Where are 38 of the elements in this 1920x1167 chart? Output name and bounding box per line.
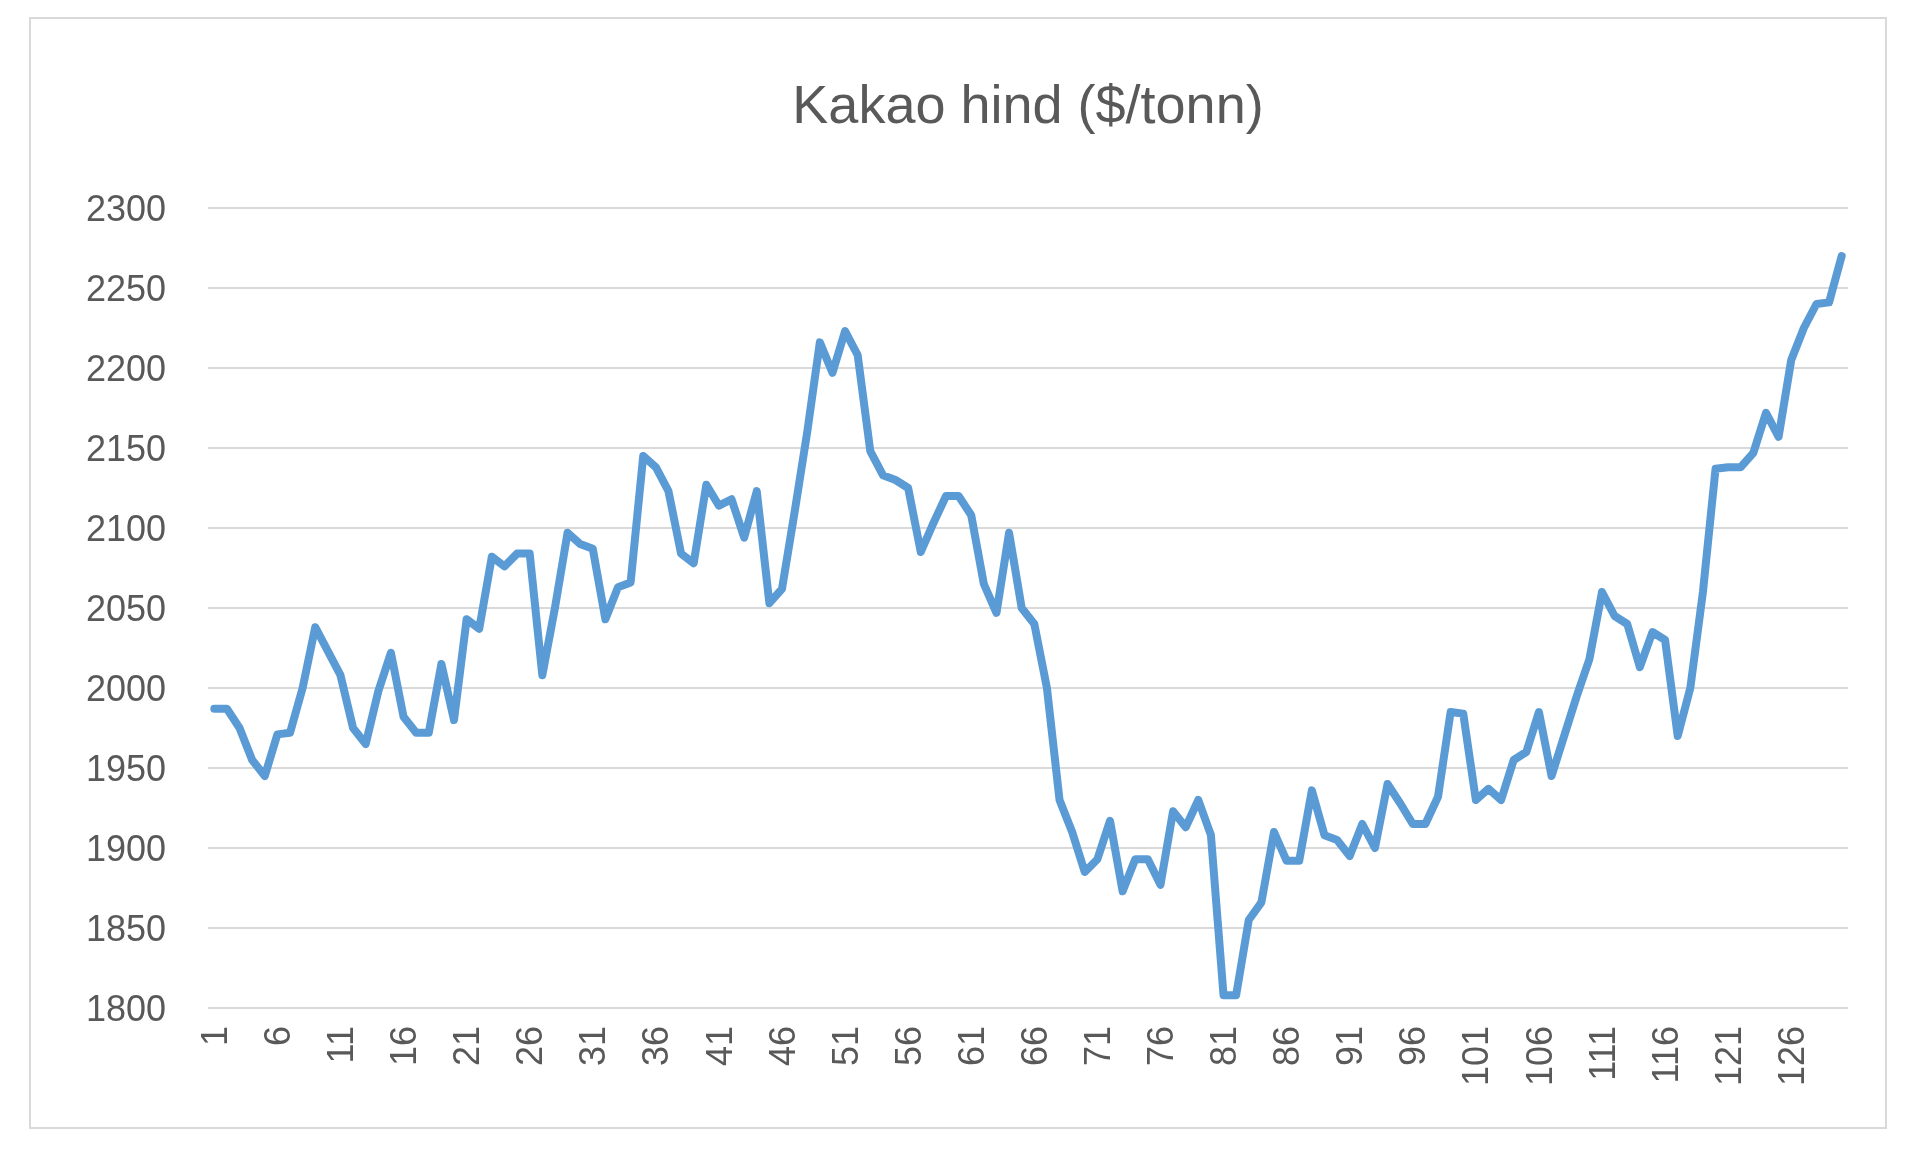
x-tick-label: 71 <box>1076 1026 1118 1067</box>
x-tick-label: 36 <box>635 1026 677 1067</box>
y-tick-label: 1950 <box>85 747 166 789</box>
x-tick-label: 96 <box>1392 1026 1434 1067</box>
y-tick-label: 1900 <box>85 827 166 869</box>
y-tick-label: 2200 <box>85 347 166 389</box>
x-tick-label: 81 <box>1203 1026 1245 1067</box>
x-tick-label: 111 <box>1581 1026 1623 1081</box>
x-tick-label: 46 <box>761 1026 803 1067</box>
x-tick-label: 26 <box>509 1026 551 1067</box>
x-tick-label: 101 <box>1455 1026 1497 1087</box>
x-tick-label: 121 <box>1707 1026 1749 1087</box>
x-tick-label: 91 <box>1329 1026 1371 1067</box>
x-tick-label: 41 <box>698 1026 740 1067</box>
x-tick-label: 16 <box>383 1026 425 1067</box>
chart-title: Kakao hind ($/tonn) <box>792 74 1264 134</box>
x-tick-label: 31 <box>572 1026 614 1067</box>
x-tick-label: 56 <box>887 1026 929 1067</box>
x-tick-label: 126 <box>1770 1026 1812 1087</box>
y-tick-label: 2100 <box>85 507 166 549</box>
y-tick-label: 2250 <box>85 267 166 309</box>
y-tick-label: 2150 <box>85 427 166 469</box>
x-tick-label: 1 <box>193 1026 235 1047</box>
x-tick-label: 106 <box>1518 1026 1560 1087</box>
y-tick-label: 1850 <box>85 907 166 949</box>
y-tick-label: 2050 <box>85 587 166 629</box>
x-tick-label: 76 <box>1140 1026 1182 1067</box>
x-tick-label: 6 <box>256 1026 298 1047</box>
x-tick-label: 51 <box>824 1026 866 1067</box>
x-tick-label: 66 <box>1013 1026 1055 1067</box>
x-tick-label: 61 <box>950 1026 992 1067</box>
y-tick-label: 2000 <box>85 667 166 709</box>
y-tick-label: 2300 <box>85 187 166 229</box>
x-tick-label: 11 <box>320 1026 362 1064</box>
x-tick-label: 86 <box>1266 1026 1308 1067</box>
y-tick-label: 1800 <box>85 987 166 1029</box>
x-tick-label: 21 <box>446 1026 488 1067</box>
x-tick-label: 116 <box>1644 1026 1686 1084</box>
